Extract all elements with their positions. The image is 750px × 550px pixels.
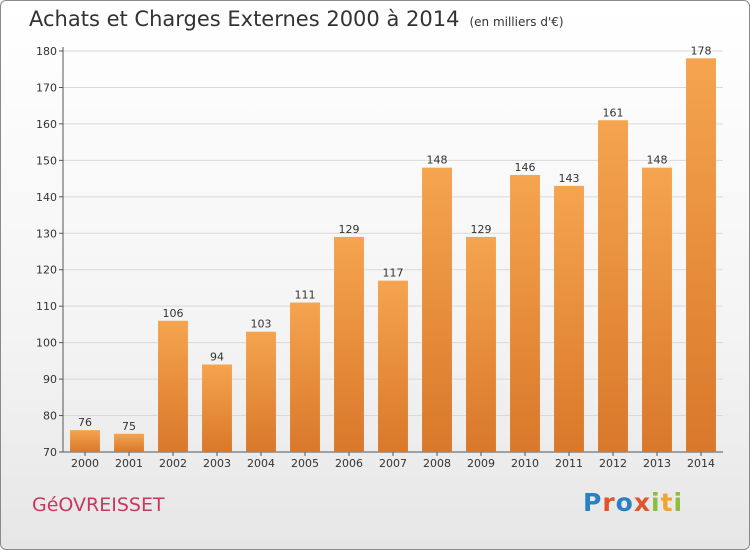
bar [290, 302, 320, 452]
x-tick-label: 2003 [203, 457, 231, 470]
data-label: 76 [78, 416, 92, 429]
y-tick-label: 120 [36, 264, 57, 277]
data-label: 94 [210, 351, 224, 364]
data-label: 103 [251, 318, 272, 331]
bar [510, 174, 540, 453]
y-tick-label: 140 [36, 191, 57, 204]
y-tick-label: 110 [36, 300, 57, 313]
bar [466, 236, 496, 452]
logo-letter: r [602, 488, 616, 517]
y-tick-label: 150 [36, 154, 57, 167]
bar [114, 433, 144, 452]
bar [642, 167, 672, 452]
x-tick-label: 2005 [291, 457, 319, 470]
y-tick-label: 160 [36, 118, 57, 131]
data-label: 178 [691, 44, 712, 57]
data-label: 111 [295, 289, 316, 302]
logo-letter: P [583, 488, 603, 517]
bar [598, 120, 628, 452]
x-tick-label: 2009 [467, 457, 495, 470]
data-label: 143 [559, 172, 580, 185]
bar [70, 430, 100, 452]
x-tick-label: 2007 [379, 457, 407, 470]
y-tick-label: 70 [43, 446, 57, 459]
logo-letter: t [660, 488, 674, 517]
x-tick-label: 2014 [687, 457, 715, 470]
bar [246, 331, 276, 452]
y-tick-label: 130 [36, 227, 57, 240]
bar [378, 280, 408, 452]
x-tick-label: 2006 [335, 457, 363, 470]
x-tick-label: 2013 [643, 457, 671, 470]
data-label: 148 [647, 154, 668, 167]
logo-letter: x [633, 488, 651, 517]
data-label: 129 [471, 223, 492, 236]
y-tick-label: 170 [36, 81, 57, 94]
data-label: 148 [427, 154, 448, 167]
data-label: 117 [383, 267, 404, 280]
x-tick-label: 2001 [115, 457, 143, 470]
chart-subtitle: (en milliers d'€) [469, 15, 564, 29]
logo-letter: i [673, 488, 684, 517]
x-tick-label: 2004 [247, 457, 275, 470]
y-tick-label: 90 [43, 373, 57, 386]
bar [158, 320, 188, 452]
data-label: 146 [515, 161, 536, 174]
chart-title-text: Achats et Charges Externes 2000 à 2014 [29, 7, 460, 31]
x-tick-label: 2012 [599, 457, 627, 470]
y-tick-label: 180 [36, 45, 57, 58]
x-tick-label: 2008 [423, 457, 451, 470]
data-label: 106 [163, 307, 184, 320]
y-tick-label: 100 [36, 337, 57, 350]
x-tick-label: 2000 [71, 457, 99, 470]
bar [554, 185, 584, 452]
bar [686, 58, 716, 453]
data-label: 161 [603, 106, 624, 119]
x-tick-label: 2010 [511, 457, 539, 470]
chart-title: Achats et Charges Externes 2000 à 2014 (e… [29, 7, 564, 31]
logo-letter: i [651, 488, 661, 517]
logo-letter: o [615, 488, 634, 517]
data-label: 129 [339, 223, 360, 236]
bar [202, 364, 232, 452]
x-tick-label: 2011 [555, 457, 583, 470]
proxiti-logo: Proxiti [583, 488, 683, 517]
bar [422, 167, 452, 452]
data-label: 75 [122, 420, 136, 433]
bar [334, 236, 364, 452]
x-tick-label: 2002 [159, 457, 187, 470]
place-name: GéOVREISSET [32, 494, 165, 516]
y-tick-label: 80 [43, 410, 57, 423]
